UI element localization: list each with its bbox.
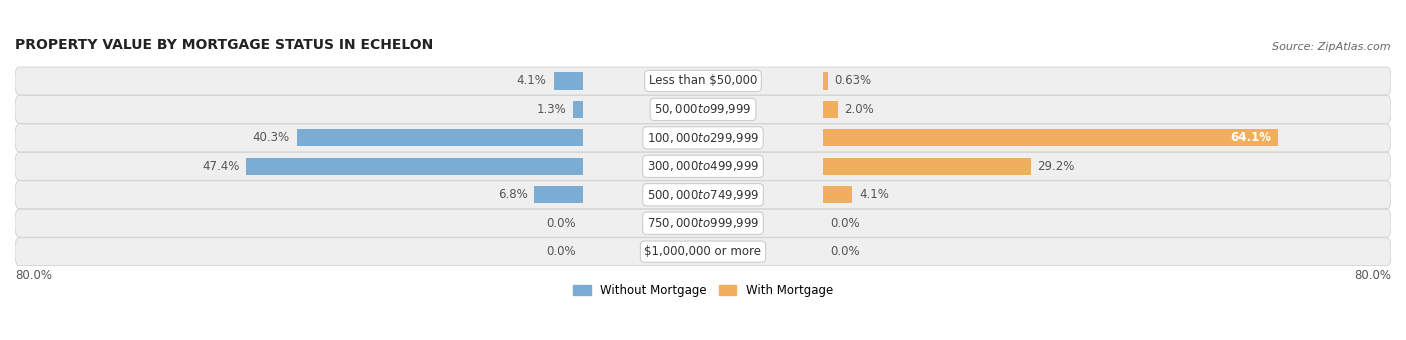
Text: Source: ZipAtlas.com: Source: ZipAtlas.com (1272, 42, 1391, 52)
Text: 0.63%: 0.63% (835, 74, 872, 87)
Text: PROPERTY VALUE BY MORTGAGE STATUS IN ECHELON: PROPERTY VALUE BY MORTGAGE STATUS IN ECH… (15, 38, 433, 52)
Text: 1.3%: 1.3% (537, 103, 567, 116)
FancyBboxPatch shape (15, 96, 1391, 123)
Text: 0.0%: 0.0% (831, 245, 860, 258)
Bar (574, 101, 582, 118)
Text: $100,000 to $299,999: $100,000 to $299,999 (647, 131, 759, 145)
Text: 47.4%: 47.4% (202, 160, 239, 173)
Text: $50,000 to $99,999: $50,000 to $99,999 (654, 102, 752, 116)
FancyBboxPatch shape (15, 181, 1391, 209)
Text: 0.0%: 0.0% (546, 217, 575, 230)
Text: 4.1%: 4.1% (859, 188, 889, 201)
Text: 0.0%: 0.0% (546, 245, 575, 258)
Text: 64.1%: 64.1% (1230, 131, 1271, 144)
Bar (824, 72, 828, 89)
Text: $500,000 to $749,999: $500,000 to $749,999 (647, 188, 759, 202)
Bar (297, 129, 582, 147)
Text: Less than $50,000: Less than $50,000 (648, 74, 758, 87)
FancyBboxPatch shape (15, 67, 1391, 95)
FancyBboxPatch shape (15, 209, 1391, 237)
FancyBboxPatch shape (15, 152, 1391, 180)
Bar (824, 158, 1031, 175)
Text: $300,000 to $499,999: $300,000 to $499,999 (647, 159, 759, 173)
Text: 2.0%: 2.0% (845, 103, 875, 116)
Text: 40.3%: 40.3% (253, 131, 290, 144)
Bar (824, 101, 838, 118)
Bar (534, 186, 582, 203)
Bar (554, 72, 582, 89)
Text: 80.0%: 80.0% (15, 269, 52, 282)
Text: $750,000 to $999,999: $750,000 to $999,999 (647, 216, 759, 230)
Bar (824, 186, 852, 203)
Legend: Without Mortgage, With Mortgage: Without Mortgage, With Mortgage (568, 279, 838, 302)
Bar (246, 158, 582, 175)
Bar (824, 129, 1278, 147)
FancyBboxPatch shape (15, 238, 1391, 266)
Text: 29.2%: 29.2% (1038, 160, 1074, 173)
Text: 80.0%: 80.0% (1354, 269, 1391, 282)
Text: 6.8%: 6.8% (498, 188, 527, 201)
Text: 4.1%: 4.1% (517, 74, 547, 87)
Text: 0.0%: 0.0% (831, 217, 860, 230)
FancyBboxPatch shape (15, 124, 1391, 152)
Text: $1,000,000 or more: $1,000,000 or more (644, 245, 762, 258)
